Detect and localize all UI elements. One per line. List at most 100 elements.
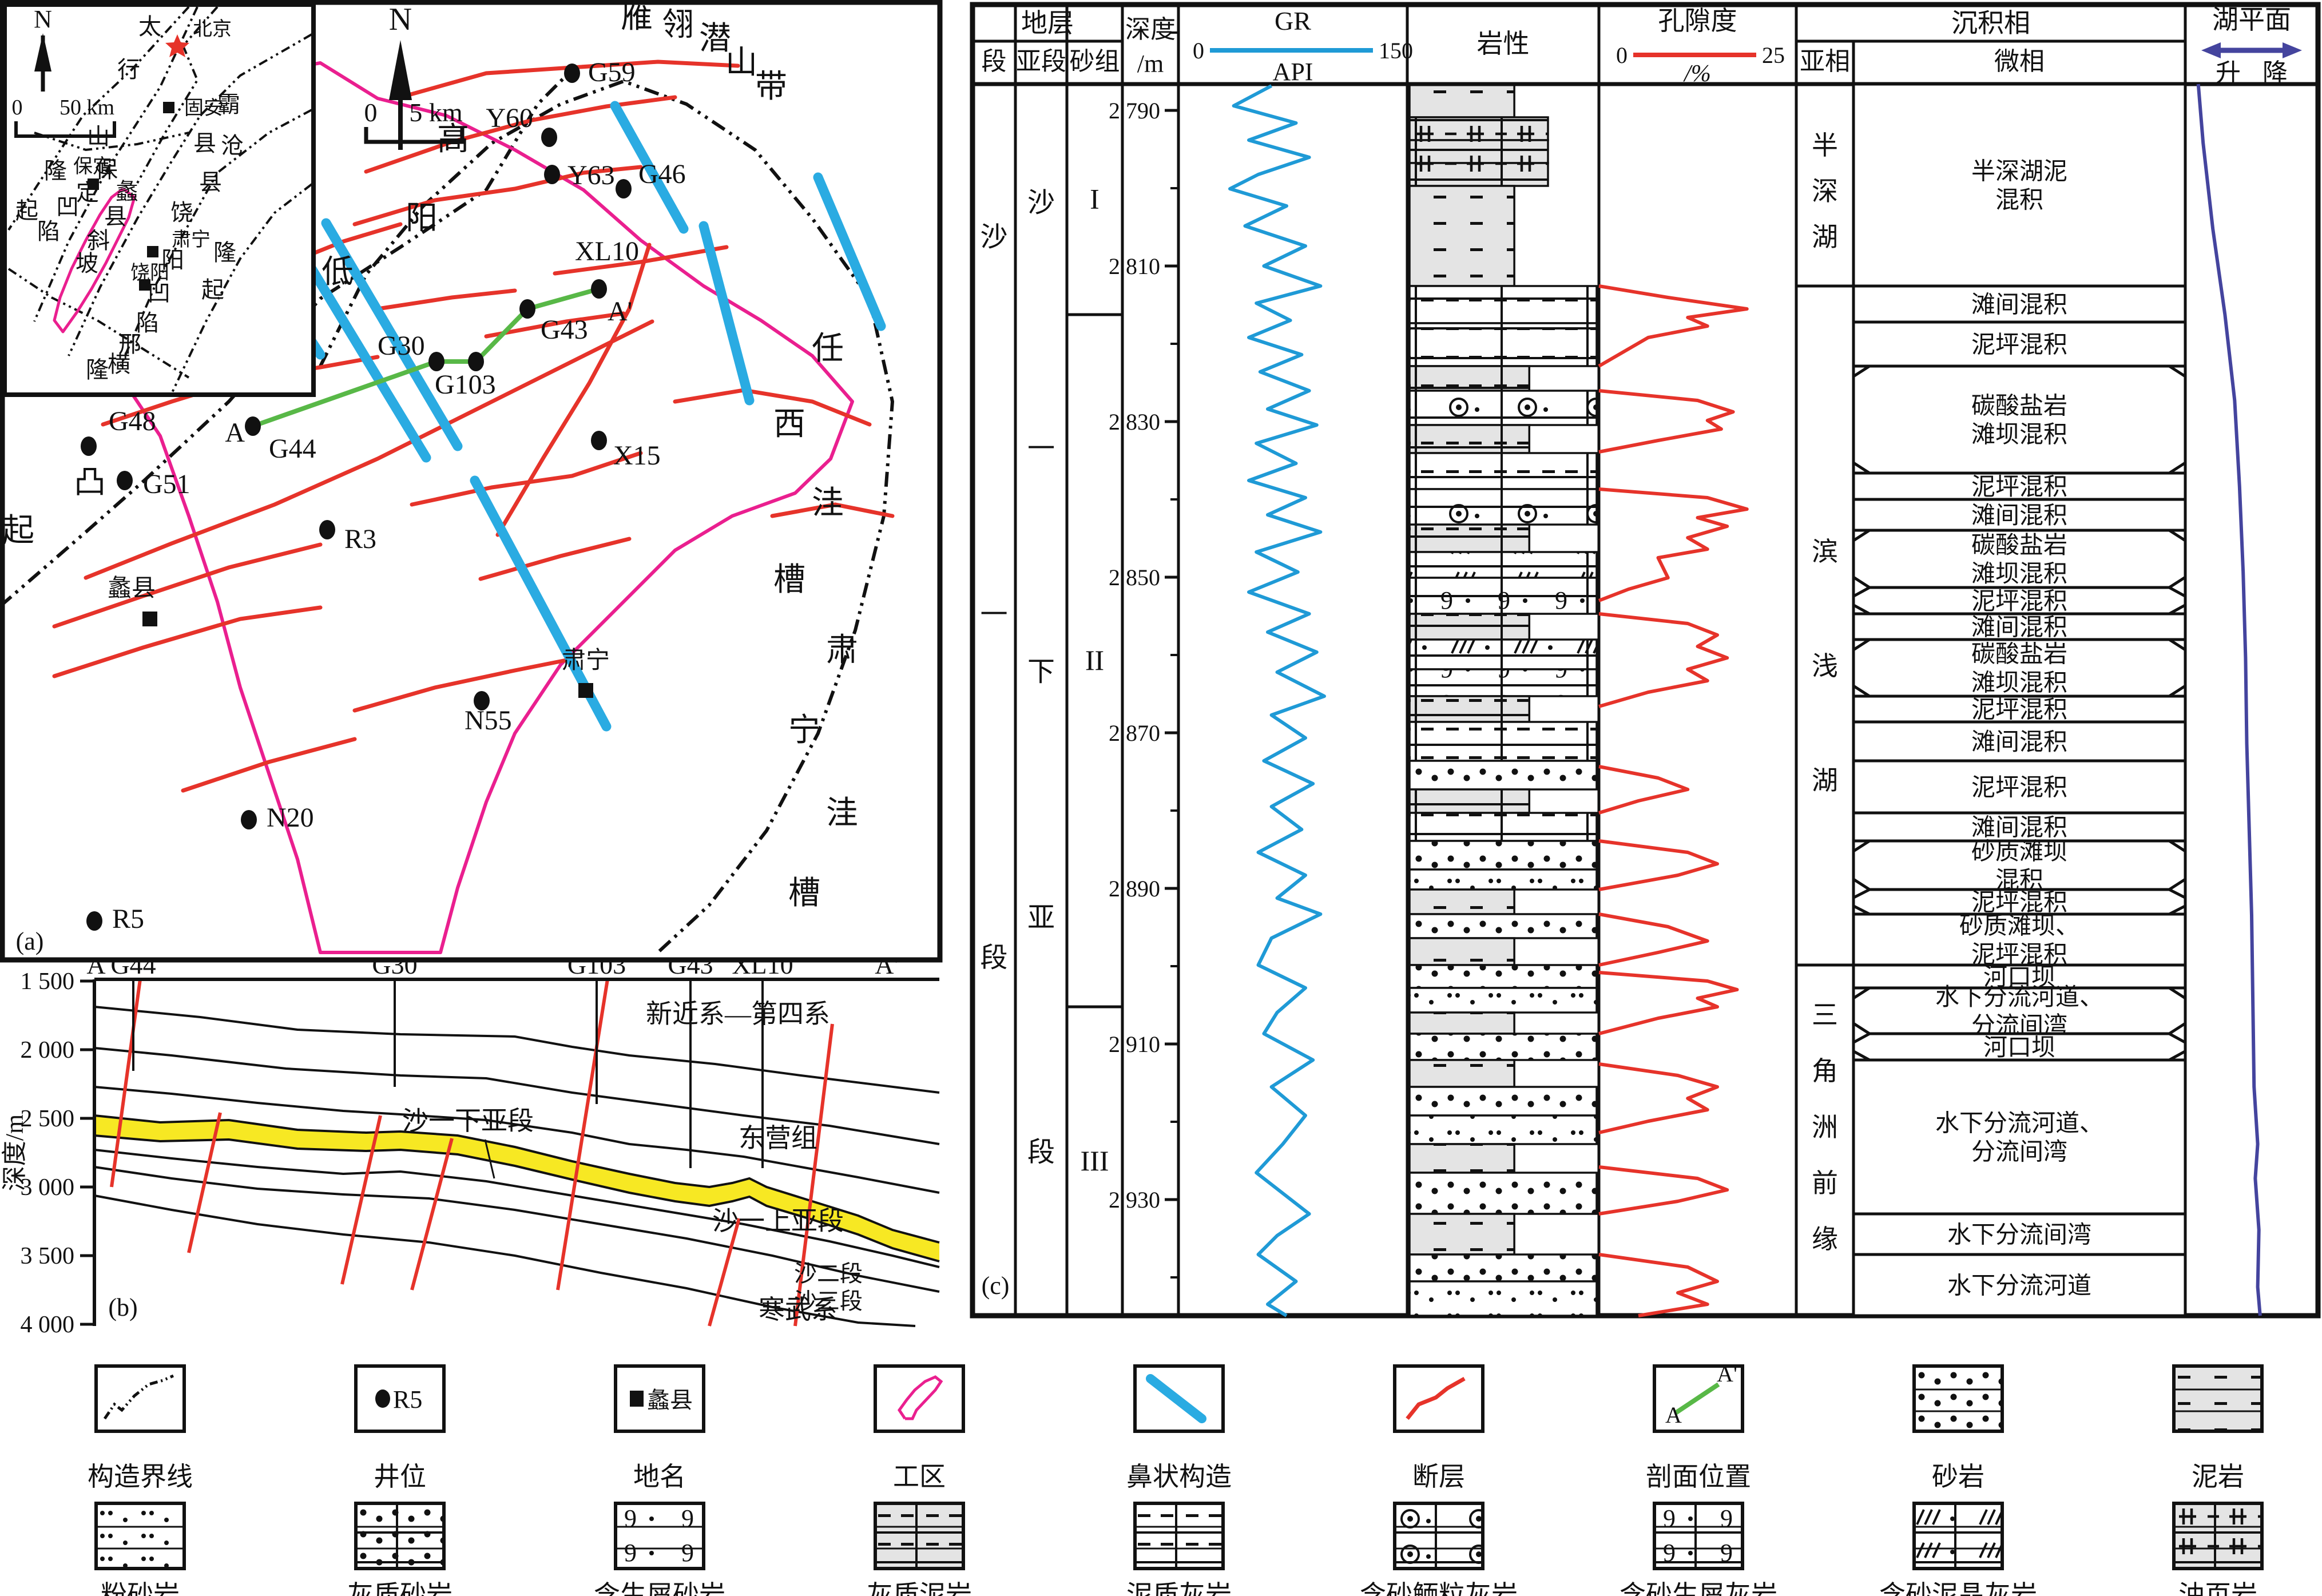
swatch-pattern xyxy=(877,1505,962,1567)
litho-bed-pattern xyxy=(1410,965,1597,988)
swatch-layering xyxy=(2176,1526,2260,1550)
facies-label: 滩间混积 xyxy=(1971,292,2067,319)
north-label: N xyxy=(389,2,412,37)
well-marker xyxy=(86,911,102,931)
swatch-layering xyxy=(1656,1526,1741,1550)
swatch-layering xyxy=(358,1526,442,1550)
horizon-line xyxy=(94,1166,940,1293)
section-well-label: A xyxy=(86,961,105,979)
swatch-pattern xyxy=(1396,1505,1481,1567)
well-symbol-label: R5 xyxy=(393,1385,422,1414)
legend-box-frame xyxy=(1393,1364,1485,1433)
subfacies-char: 浅 xyxy=(1812,652,1838,681)
litho-bed-pattern xyxy=(1410,938,1515,965)
subfacies-char: 滨 xyxy=(1812,537,1838,566)
legend-box-frame xyxy=(94,1364,186,1433)
well-marker xyxy=(541,128,557,147)
swatch-layering xyxy=(1916,1526,2001,1550)
region-char: 高 xyxy=(437,122,469,157)
inset-region-char: 保 xyxy=(95,157,118,182)
subfacies-char: 湖 xyxy=(1812,766,1838,795)
inset-boundary-line xyxy=(7,268,190,379)
nose-structure-line xyxy=(610,101,689,234)
header-subfacies: 亚相 xyxy=(1800,47,1850,76)
region-char: 起 xyxy=(2,513,34,549)
porosity-curve xyxy=(1598,1253,1719,1317)
litho-bed-pattern xyxy=(1410,1144,1515,1173)
inset-boundary-line xyxy=(136,6,219,184)
litho-bed-pattern xyxy=(1410,163,1548,186)
header-lake: 湖平面 xyxy=(2212,5,2291,34)
structural-boundary-line xyxy=(319,79,895,954)
inset-region-char: 县 xyxy=(199,169,222,195)
swatch-pattern xyxy=(358,1505,442,1567)
region-char: 洼 xyxy=(826,796,858,831)
facies-label: 滩坝混积 xyxy=(1971,561,2067,587)
swatch-pattern xyxy=(2176,1368,2260,1430)
header-gr: GR xyxy=(1275,6,1311,35)
region-char: 宁 xyxy=(788,713,820,748)
legend-label: 泥岩 xyxy=(2192,1462,2244,1491)
facies-box xyxy=(1852,320,2187,368)
subfacies-char: 三 xyxy=(1812,1001,1838,1030)
legend-symbol-sectionline: A A' xyxy=(1653,1364,1744,1433)
region-char: 洼 xyxy=(812,486,844,521)
place-marker xyxy=(578,683,593,698)
litho-bed-pattern xyxy=(1410,286,1597,323)
well-label: A xyxy=(225,418,245,448)
panel-b-label: (b) xyxy=(108,1293,137,1321)
swatch-pattern xyxy=(1916,1368,2001,1430)
swatch-layering xyxy=(2176,1388,2260,1412)
porosity-curve xyxy=(1598,839,1719,891)
legend-label: 油页岩 xyxy=(2178,1581,2257,1596)
inset-north-label: N xyxy=(34,5,52,33)
section-fault xyxy=(556,979,609,1291)
depth-major-label: 2 830 xyxy=(1109,409,1160,435)
facies-label: 河口坝 xyxy=(1983,964,2055,991)
legend-label: 剖面位置 xyxy=(1646,1462,1751,1491)
inset-region-char: 霸 xyxy=(217,92,240,117)
section-axis-label: 深度/m xyxy=(1,1114,29,1191)
litho-bed-pattern xyxy=(1410,1173,1597,1214)
nose-symbol xyxy=(1146,1374,1206,1423)
legend-symbol-place: 蠡县 xyxy=(614,1364,705,1433)
well-marker xyxy=(428,352,444,371)
swatch-layering xyxy=(617,1526,702,1550)
litho-bed-pattern xyxy=(1410,1013,1515,1034)
litho-bed-pattern xyxy=(1410,453,1597,489)
depth-major-label: 2 810 xyxy=(1109,253,1160,279)
region-char: 翎 xyxy=(662,7,694,43)
legend-label: 灰质砂岩 xyxy=(347,1581,453,1596)
inset-region-char: 县 xyxy=(193,130,216,156)
depth-major-label: 2 850 xyxy=(1109,565,1160,590)
region-char: 肃 xyxy=(826,633,858,668)
place-symbol xyxy=(630,1391,644,1407)
inset-boundary-line xyxy=(34,132,189,152)
porosity-curve xyxy=(1598,765,1690,815)
inset-city-marker xyxy=(163,102,174,113)
porosity-curve xyxy=(1598,612,1729,708)
swatch-pattern xyxy=(98,1505,182,1567)
strat-unit-label: 寒武系 xyxy=(759,1295,837,1324)
subfacies-char: 缘 xyxy=(1812,1225,1838,1254)
facies-label: 滩间混积 xyxy=(1971,503,2067,529)
section-well-label: G43 xyxy=(668,961,713,979)
horizon-line xyxy=(94,1149,940,1268)
facies-label: 混积 xyxy=(1995,188,2043,214)
inset-region-char: 凹 xyxy=(148,280,170,306)
swatch-pattern xyxy=(2176,1505,2260,1567)
inset-scale-bar xyxy=(14,121,116,138)
legend-swatch-biosand xyxy=(614,1502,705,1570)
section-fault xyxy=(410,1138,454,1291)
section-fault xyxy=(793,1023,834,1327)
inset-city-label: 北京 xyxy=(193,18,232,40)
well-marker xyxy=(519,299,535,319)
section-well-label: A' xyxy=(875,961,899,979)
legend-box-frame xyxy=(874,1364,965,1433)
inset-boundary-line xyxy=(68,33,312,356)
region-char: 潜 xyxy=(699,21,731,57)
depth-tick-label: 3 000 xyxy=(21,1174,75,1201)
subfacies-char: 角 xyxy=(1812,1057,1838,1086)
inset-region-char: 阳 xyxy=(161,247,184,273)
swatch-layering xyxy=(1916,1388,2001,1412)
